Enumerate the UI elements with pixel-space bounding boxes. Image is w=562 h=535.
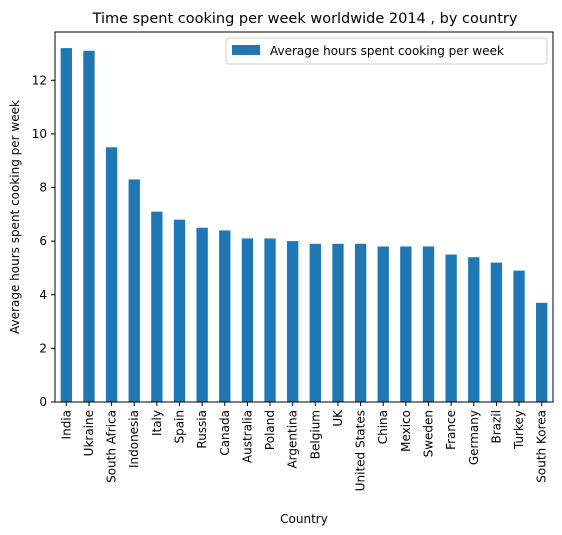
bar-germany xyxy=(468,257,480,402)
legend-label: Average hours spent cooking per week xyxy=(270,44,504,58)
x-tick-label: South Africa xyxy=(105,410,119,483)
y-tick-label: 4 xyxy=(39,288,47,302)
bar-canada xyxy=(219,230,231,402)
x-tick-label: Russia xyxy=(195,410,209,449)
x-tick-label: Argentina xyxy=(286,410,300,469)
bar-united-states xyxy=(354,243,367,402)
x-tick-label: United States xyxy=(354,410,368,491)
legend-frame xyxy=(225,37,548,65)
x-tick-label: Canada xyxy=(218,410,232,456)
bar-argentina xyxy=(287,241,299,402)
x-tick-label: South Korea xyxy=(535,410,549,483)
bar-mexico xyxy=(400,246,412,402)
bar-russia xyxy=(196,227,208,402)
y-tick-label: 10 xyxy=(32,127,47,141)
bar-ukraine xyxy=(83,50,95,403)
x-tick-label: Belgium xyxy=(308,410,322,459)
bar-uk xyxy=(332,243,344,402)
legend: Average hours spent cooking per week xyxy=(225,37,548,65)
bar-spain xyxy=(173,219,186,402)
x-tick-label: Australia xyxy=(240,410,254,463)
bar-turkey xyxy=(513,270,525,402)
bar-india xyxy=(60,48,72,403)
y-tick-label: 8 xyxy=(39,181,47,195)
x-tick-label: Indonesia xyxy=(127,410,141,468)
bar-poland xyxy=(264,238,276,402)
chart-title: Time spent cooking per week worldwide 20… xyxy=(92,11,518,27)
y-tick-label: 12 xyxy=(32,73,47,87)
plot-frame xyxy=(54,31,554,403)
bar-australia xyxy=(241,238,254,402)
x-tick-label: Italy xyxy=(150,410,164,436)
x-tick-label: Turkey xyxy=(512,410,526,450)
legend-swatch xyxy=(232,45,260,55)
bars-group xyxy=(60,48,548,403)
bar-italy xyxy=(151,211,163,402)
x-tick-label: Mexico xyxy=(399,410,413,452)
bar-france xyxy=(445,254,457,402)
x-tick-label: China xyxy=(376,410,390,444)
x-axis-ticks: India Ukraine South Africa Indonesia Italy Sp… xyxy=(59,402,549,491)
x-tick-label: Poland xyxy=(263,410,277,450)
x-tick-label: Spain xyxy=(173,410,187,444)
bar-belgium xyxy=(309,243,321,402)
bar-sweden xyxy=(422,246,435,402)
bar-indonesia xyxy=(128,179,140,402)
x-tick-label: India xyxy=(59,410,73,439)
bar-south-korea xyxy=(536,302,548,402)
x-tick-label: Germany xyxy=(467,410,481,465)
y-axis-ticks: 0 2 4 6 8 10 12 xyxy=(32,73,55,409)
bar-brazil xyxy=(490,262,503,402)
bar-south-africa xyxy=(105,147,118,402)
x-tick-label: France xyxy=(444,410,458,450)
y-tick-label: 2 xyxy=(39,341,47,355)
y-axis-title: Average hours spent cooking per week xyxy=(8,100,22,334)
x-tick-label: Brazil xyxy=(489,410,503,444)
x-tick-label: Ukraine xyxy=(82,410,96,456)
y-tick-label: 6 xyxy=(39,234,47,248)
y-tick-label: 0 xyxy=(39,395,47,409)
x-tick-label: UK xyxy=(331,409,345,427)
x-axis-title: Country xyxy=(280,512,328,526)
x-tick-label: Sweden xyxy=(422,410,436,457)
bar-china xyxy=(377,246,389,402)
